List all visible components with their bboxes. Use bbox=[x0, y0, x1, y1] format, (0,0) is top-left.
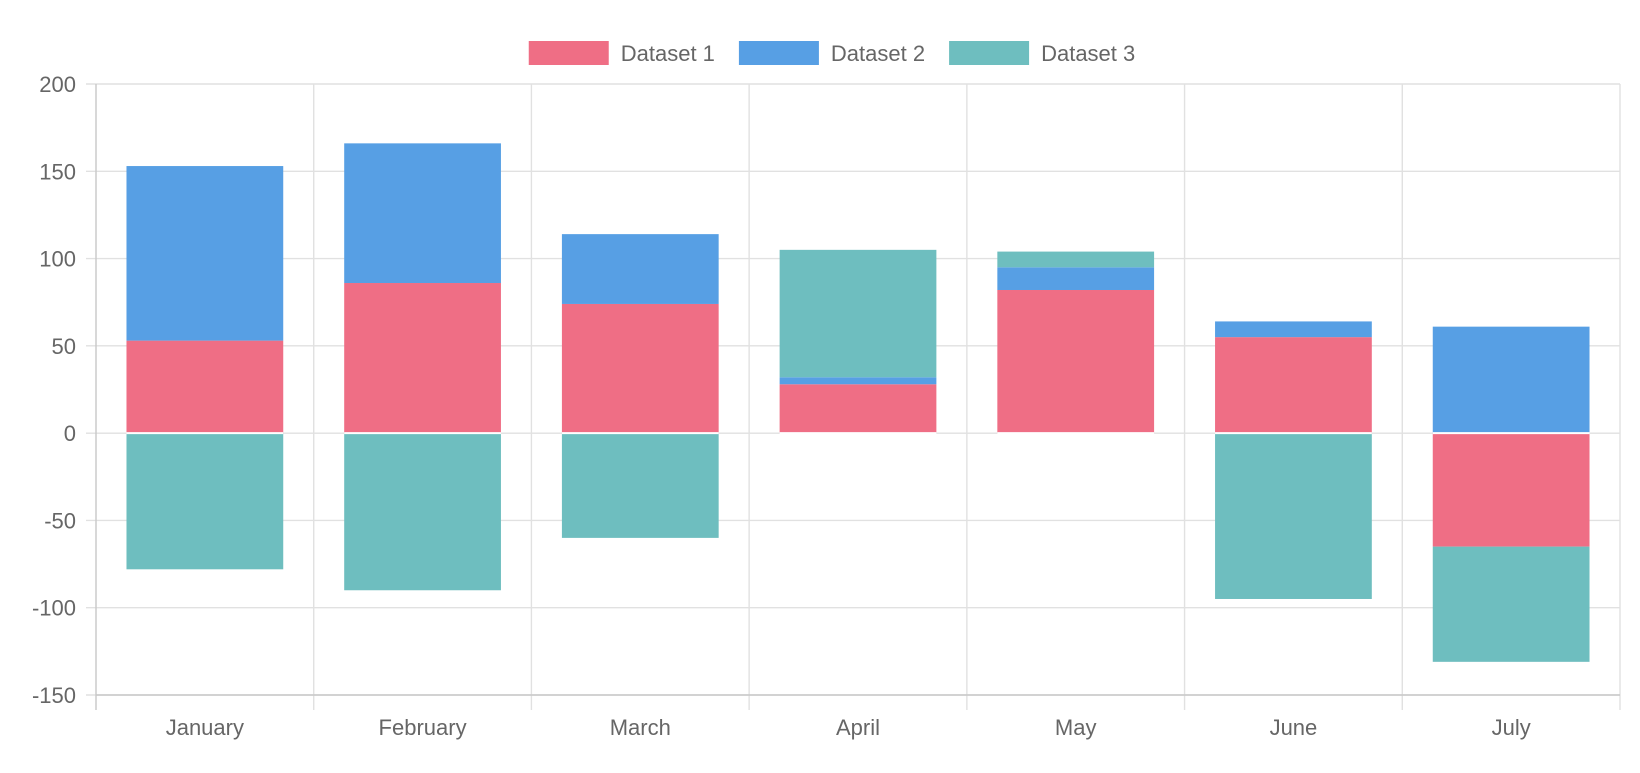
y-tick-label: -50 bbox=[44, 508, 76, 533]
x-tick-label-march: March bbox=[610, 715, 671, 740]
legend-item-2[interactable]: Dataset 2 bbox=[738, 41, 925, 66]
x-tick-label-february: February bbox=[379, 715, 467, 740]
bar-dataset-3-january[interactable]: Dataset 3 January: -78 bbox=[126, 433, 284, 570]
bar-dataset-3-july[interactable]: Dataset 3 July: -66 bbox=[1432, 546, 1590, 662]
bar-dataset-3-march[interactable]: Dataset 3 March: -60 bbox=[561, 433, 719, 538]
bar-dataset-3-february[interactable]: Dataset 3 February: -90 bbox=[344, 433, 501, 591]
y-tick-label: 100 bbox=[39, 247, 76, 272]
legend-swatch bbox=[949, 41, 1030, 65]
y-tick-label: 200 bbox=[39, 72, 76, 97]
legend-swatch bbox=[528, 41, 609, 65]
bar-dataset-1-february[interactable]: Dataset 1 February: 86 bbox=[344, 283, 501, 434]
x-tick-label-july: July bbox=[1492, 715, 1531, 740]
legend-label: Dataset 1 bbox=[621, 41, 715, 66]
legend[interactable]: Dataset 1 Dataset 2 Dataset 3 bbox=[528, 41, 1136, 66]
legend-item-1[interactable]: Dataset 1 bbox=[528, 41, 715, 66]
bar-dataset-1-march[interactable]: Dataset 1 March: 74 bbox=[561, 303, 719, 434]
y-tick-label: 150 bbox=[39, 159, 76, 184]
bar-dataset-1-june[interactable]: Dataset 1 June: 55 bbox=[1215, 337, 1372, 434]
bar-dataset-3-april[interactable]: Dataset 3 April: 73 bbox=[779, 249, 937, 378]
bar-dataset-2-january[interactable]: Dataset 2 January: 100 bbox=[126, 166, 284, 341]
bar-dataset-2-march[interactable]: Dataset 2 March: 40 bbox=[561, 234, 719, 304]
y-tick-label: -100 bbox=[32, 596, 76, 621]
bar-dataset-3-june[interactable]: Dataset 3 June: -95 bbox=[1215, 433, 1372, 599]
x-tick-label-january: January bbox=[166, 715, 244, 740]
y-tick-label: 50 bbox=[52, 334, 76, 359]
x-tick-label-may: May bbox=[1055, 715, 1097, 740]
bar-dataset-1-may[interactable]: Dataset 1 May: 82 bbox=[997, 289, 1155, 434]
bar-dataset-1-april[interactable]: Dataset 1 April: 28 bbox=[779, 384, 937, 434]
bar-dataset-1-july[interactable]: Dataset 1 July: -65 bbox=[1432, 433, 1590, 547]
bar-dataset-3-may[interactable]: Dataset 3 May: 9 bbox=[997, 251, 1155, 268]
y-tick-label: 0 bbox=[64, 421, 76, 446]
y-tick-label: -150 bbox=[32, 683, 76, 708]
bars: Dataset 1 January: 53Dataset 2 January: … bbox=[126, 143, 1590, 662]
x-tick-label-june: June bbox=[1270, 715, 1318, 740]
bar-dataset-1-january[interactable]: Dataset 1 January: 53 bbox=[126, 340, 284, 434]
axes: 200 150 100 50 0 -50 -100 -150 January February Ma… bbox=[32, 72, 1531, 740]
bar-dataset-2-april[interactable]: Dataset 2 April: 4 bbox=[779, 377, 937, 385]
bar-dataset-2-june[interactable]: Dataset 2 June: 9 bbox=[1215, 321, 1372, 338]
legend-label: Dataset 2 bbox=[831, 41, 925, 66]
x-tick-label-april: April bbox=[836, 715, 880, 740]
bar-dataset-2-may[interactable]: Dataset 2 May: 13 bbox=[997, 267, 1155, 290]
legend-label: Dataset 3 bbox=[1041, 41, 1135, 66]
bar-dataset-2-july[interactable]: Dataset 2 July: 61 bbox=[1432, 326, 1590, 434]
bar-dataset-2-february[interactable]: Dataset 2 February: 80 bbox=[344, 143, 501, 284]
legend-swatch bbox=[738, 41, 819, 65]
legend-item-3[interactable]: Dataset 3 bbox=[949, 41, 1135, 66]
